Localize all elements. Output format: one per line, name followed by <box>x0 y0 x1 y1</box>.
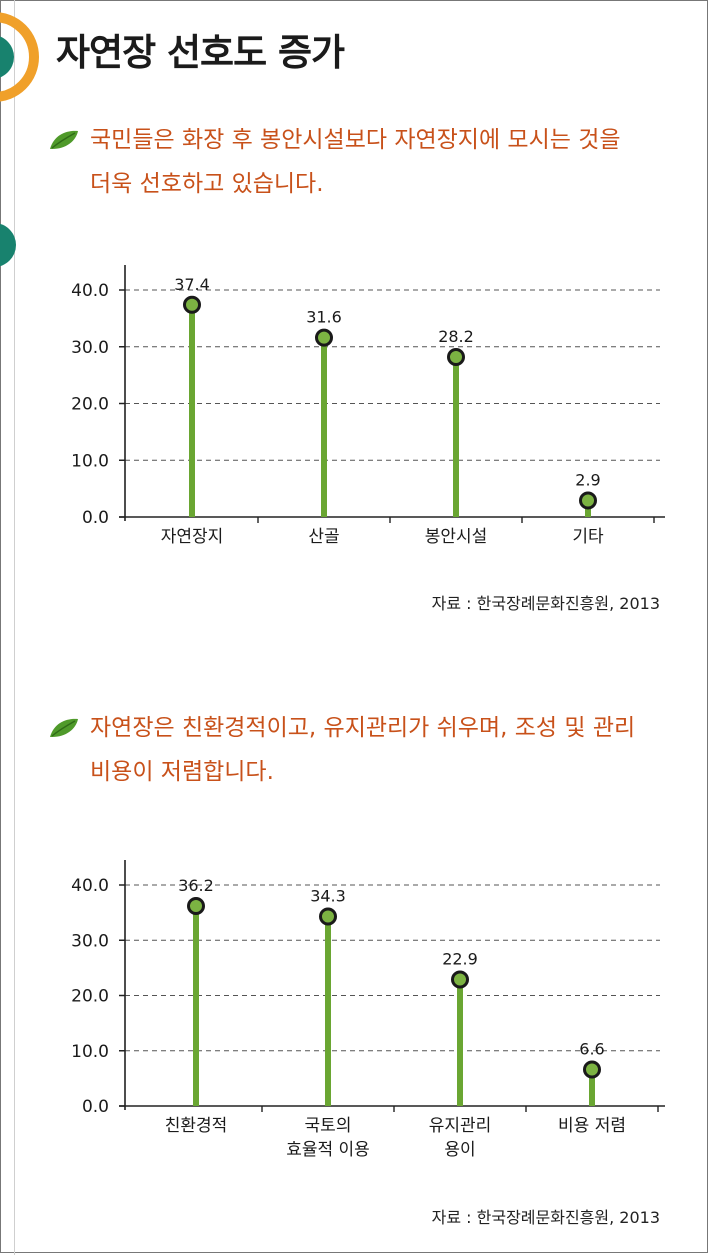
x-category-label: 자연장지 <box>160 527 224 547</box>
y-tick-label: 40.0 <box>71 876 109 896</box>
chart-2: 0.0 10.0 20.0 30.0 40.0 36.2 34.3 22.9 6.6 친환경적 국토… <box>50 850 690 1180</box>
chart-1-svg: 0.0 10.0 20.0 30.0 40.0 37.4 31.6 28.2 2.9 <box>71 265 665 528</box>
y-tick-label: 30.0 <box>71 338 109 358</box>
lollipop-marker <box>319 907 337 926</box>
y-tick-label: 0.0 <box>82 508 109 528</box>
chart-2-svg: 0.0 10.0 20.0 30.0 40.0 36.2 34.3 22.9 6.6 <box>71 860 665 1117</box>
y-tick-label: 20.0 <box>71 987 109 1007</box>
page-spine <box>14 0 15 1255</box>
value-label: 22.9 <box>442 949 478 968</box>
value-label: 28.2 <box>438 327 474 346</box>
page-title: 자연장 선호도 증가 <box>56 31 345 74</box>
lollipop-marker <box>583 1060 601 1079</box>
lollipop-marker <box>451 970 469 989</box>
x-category-label: 봉안시설 <box>424 527 488 547</box>
section-1-lead: 국민들은 화장 후 봉안시설보다 자연장지에 모시는 것을 더욱 선호하고 있습… <box>48 118 678 206</box>
section-2-lead-line-1: 자연장은 친환경적이고, 유지관리가 쉬우며, 조성 및 관리 <box>90 715 636 741</box>
chart-1: 0.0 10.0 20.0 30.0 40.0 37.4 31.6 28.2 2.9 자연장지 산골… <box>50 255 690 555</box>
y-tick-label: 20.0 <box>71 395 109 415</box>
y-tick-label: 40.0 <box>71 281 109 301</box>
orange-ring-decoration <box>0 12 39 102</box>
y-tick-label: 0.0 <box>82 1097 109 1117</box>
section-2-lead-line-2: 비용이 저렴합니다. <box>90 759 274 785</box>
leaf-bullet-icon <box>50 718 78 737</box>
chart-1-source: 자료 : 한국장례문화진흥원, 2013 <box>431 594 660 613</box>
x-category-label: 유지관리 용이 <box>428 1116 492 1160</box>
x-category-label: 친환경적 <box>164 1116 228 1136</box>
x-category-label: 기타 <box>572 527 604 547</box>
lollipop-marker <box>183 295 201 314</box>
y-tick-label: 30.0 <box>71 931 109 951</box>
x-category-label: 국토의 효율적 이용 <box>286 1116 370 1160</box>
leaf-bullet-icon <box>50 130 78 149</box>
y-tick-label: 10.0 <box>71 1042 109 1062</box>
lollipop-marker <box>579 491 597 510</box>
section-1-lead-line-2: 더욱 선호하고 있습니다. <box>90 171 324 197</box>
x-category-label: 산골 <box>308 527 340 547</box>
x-category-label: 비용 저렴 <box>558 1116 626 1136</box>
value-label: 37.4 <box>174 275 210 294</box>
side-decoration <box>0 12 39 267</box>
section-1-lead-line-1: 국민들은 화장 후 봉안시설보다 자연장지에 모시는 것을 <box>90 127 621 153</box>
chart-2-source: 자료 : 한국장례문화진흥원, 2013 <box>431 1208 660 1227</box>
value-label: 6.6 <box>579 1040 604 1059</box>
value-label: 34.3 <box>310 886 346 905</box>
lollipop-marker <box>447 347 465 366</box>
section-2-lead: 자연장은 친환경적이고, 유지관리가 쉬우며, 조성 및 관리 비용이 저렴합니… <box>48 706 678 794</box>
teal-half-circle-decoration-2 <box>0 223 16 267</box>
value-label: 2.9 <box>575 471 600 490</box>
lollipop-marker <box>315 328 333 347</box>
teal-half-circle-decoration <box>0 36 14 78</box>
lollipop-marker <box>187 896 205 915</box>
value-label: 36.2 <box>178 876 214 895</box>
y-tick-label: 10.0 <box>71 451 109 471</box>
value-label: 31.6 <box>306 308 342 327</box>
